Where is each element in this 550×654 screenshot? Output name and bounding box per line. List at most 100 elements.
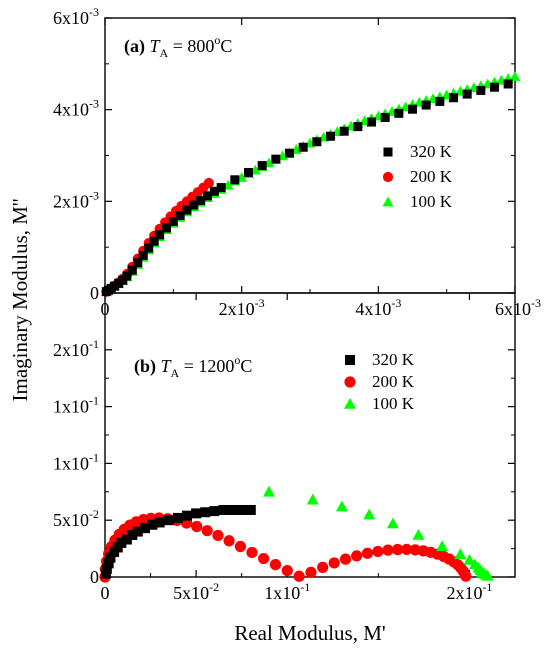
data-point	[328, 557, 340, 569]
data-point	[163, 515, 174, 526]
data-point	[234, 540, 247, 553]
data-point	[351, 550, 363, 562]
data-point	[227, 504, 238, 515]
data-point	[361, 547, 374, 559]
x-tick-label: 2x10-3	[219, 296, 265, 319]
data-point	[258, 552, 270, 565]
data-point	[154, 517, 165, 528]
data-point	[209, 506, 220, 517]
x-tick-label: 0	[101, 583, 110, 603]
data-point	[436, 540, 449, 552]
data-point	[245, 504, 256, 515]
data-point	[209, 186, 219, 196]
data-point	[172, 512, 183, 523]
x-axis-title: Real Modulus, M'	[234, 621, 385, 645]
data-point	[189, 200, 199, 210]
y-tick-label: 6x10-3	[53, 5, 99, 28]
data-point	[382, 544, 394, 556]
data-point	[144, 243, 154, 253]
legend-label: 320 K	[410, 142, 453, 161]
data-point	[306, 493, 319, 505]
series-320-k	[100, 504, 256, 579]
y-tick-label: 0	[90, 567, 99, 587]
data-point	[460, 570, 472, 582]
x-tick-label: 2x10-1	[446, 580, 492, 603]
data-point	[462, 89, 472, 99]
data-point	[138, 250, 148, 260]
data-point	[363, 508, 376, 520]
data-point	[244, 167, 253, 177]
data-point	[367, 117, 376, 127]
data-point	[200, 507, 211, 518]
data-point	[216, 183, 226, 193]
data-point	[380, 112, 390, 122]
data-point	[263, 485, 275, 497]
data-point	[191, 520, 203, 533]
legend-marker	[344, 398, 356, 409]
data-point	[147, 519, 158, 530]
legend-label: 100 K	[410, 192, 453, 211]
data-point	[101, 564, 112, 575]
data-point	[257, 161, 267, 171]
data-point	[127, 265, 137, 275]
y-tick-label: 0	[90, 283, 99, 303]
data-point	[218, 504, 229, 515]
y-axis-title: Imaginary Modulus, M''	[8, 199, 32, 402]
data-point	[246, 546, 258, 559]
data-point	[212, 529, 224, 542]
y-tick-label: 4x10-3	[53, 97, 99, 120]
data-point	[230, 175, 240, 185]
data-point	[122, 271, 132, 281]
data-point	[454, 548, 467, 560]
data-point	[339, 126, 349, 136]
legend-marker	[344, 376, 356, 388]
data-point	[121, 534, 132, 545]
x-tick-label: 6x10-3	[495, 296, 541, 319]
data-point	[201, 525, 213, 537]
legend-marker	[383, 147, 393, 157]
data-point	[476, 85, 486, 95]
data-point	[335, 500, 348, 512]
legend-marker	[345, 355, 355, 365]
data-point	[162, 223, 171, 233]
y-tick-label: 1x10-1	[53, 394, 99, 417]
data-point	[203, 191, 212, 201]
data-point	[293, 570, 305, 582]
data-point	[503, 79, 513, 89]
data-point	[298, 142, 308, 152]
x-tick-label: 1x10-1	[264, 580, 310, 603]
data-point	[401, 543, 413, 556]
y-tick-label: 2x10-1	[53, 337, 99, 360]
panel-b: 0 5x10-2 1x10-1 1x10-1 2x10-1 0 5x10-2 1x10-1 2x…	[53, 292, 516, 603]
legend-label: 200 K	[410, 167, 453, 186]
y-tick-label: 2x10-3	[53, 188, 99, 211]
data-point	[449, 93, 458, 103]
data-point	[155, 230, 165, 240]
data-point	[339, 553, 352, 565]
plot-frame	[104, 292, 516, 578]
data-point	[312, 137, 322, 147]
data-point	[191, 508, 202, 519]
data-point	[490, 82, 499, 92]
y-tick-label: 1x10-1	[53, 450, 99, 473]
data-point	[353, 122, 363, 132]
legend-label: 100 K	[372, 394, 415, 413]
data-point	[132, 526, 143, 537]
data-point	[408, 104, 417, 114]
data-point	[386, 517, 399, 529]
x-tick-label: 5x10-2	[173, 580, 219, 603]
data-point	[271, 154, 281, 164]
data-point	[203, 177, 214, 189]
data-point	[391, 543, 404, 556]
series-320-k	[101, 79, 513, 297]
x-tick-label: 4x10-3	[355, 296, 401, 319]
data-point	[196, 195, 206, 205]
data-point	[133, 258, 143, 268]
data-point	[168, 217, 178, 226]
legend-label: 320 K	[372, 350, 415, 369]
data-point	[394, 108, 404, 118]
data-point	[103, 558, 114, 569]
data-point	[326, 131, 335, 141]
